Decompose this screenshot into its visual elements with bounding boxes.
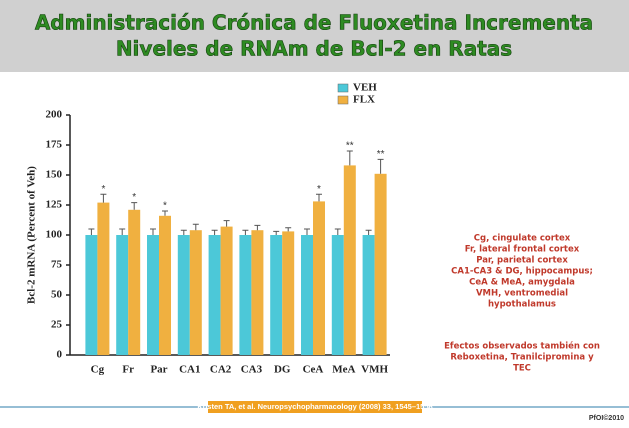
x-tick-label: VMH [361, 364, 388, 376]
y-axis-label: Bcl-2 mRNA (Percent of Veh) [26, 166, 38, 304]
bar [159, 215, 171, 355]
bar [220, 226, 233, 355]
error-bar [365, 229, 372, 235]
y-tick-label: 75 [51, 259, 63, 271]
significance: * [163, 201, 167, 212]
y-tick-label: 25 [51, 319, 63, 331]
bar [362, 235, 375, 355]
effect-line: Efectos observados también con [444, 341, 600, 352]
bar [116, 235, 129, 355]
bar [343, 165, 356, 355]
legend-label: VEH [353, 82, 377, 94]
citation-box [208, 401, 422, 413]
x-tick-label: DG [274, 364, 291, 376]
x-tick-label: MeA [332, 364, 355, 376]
bar [374, 173, 387, 355]
bar [282, 231, 295, 355]
error-bar [254, 224, 261, 231]
error-bar [192, 223, 199, 231]
significance: ** [377, 149, 385, 160]
title-line: Niveles de RNAm de Bcl-2 en Ratas [116, 37, 512, 61]
significance: * [132, 192, 136, 203]
error-bar [162, 210, 168, 216]
error-bar [285, 227, 292, 232]
significance: ** [346, 141, 354, 152]
effect-line: Reboxetina, Tranilcipromina y [450, 353, 594, 363]
x-tick-label: Cg [91, 364, 105, 376]
x-tick-label: CeA [303, 364, 324, 376]
title-bar [0, 0, 629, 72]
error-bar [100, 193, 107, 203]
error-bar [242, 229, 249, 235]
x-tick-label: CA2 [210, 364, 232, 376]
note-line: Fr, lateral frontal cortex [465, 245, 580, 255]
bar [177, 235, 190, 355]
x-tick-label: CA3 [241, 364, 263, 376]
legend-swatch [337, 83, 349, 93]
error-bar [131, 202, 138, 210]
bar [128, 209, 141, 355]
bar [147, 235, 159, 355]
error-bar [316, 193, 322, 202]
title-line: Administración Crónica de Fluoxetina Inc… [35, 11, 593, 35]
y-tick-label: 50 [51, 289, 63, 301]
bar [85, 235, 98, 355]
bar [331, 235, 344, 355]
footer: PfOI©2010 [589, 414, 624, 422]
y-tick-label: 200 [46, 109, 63, 121]
legend-label: FLX [353, 94, 375, 106]
y-tick-label: 100 [46, 229, 63, 241]
note-line: Cg, cingulate cortex [474, 234, 571, 244]
error-bar [304, 228, 310, 235]
note-line: Par, parietal cortex [476, 256, 568, 266]
significance: * [101, 184, 105, 195]
bar [97, 202, 110, 355]
x-tick-label: Par [150, 364, 167, 376]
error-bar [211, 229, 218, 235]
bar [313, 201, 325, 355]
citation: Kosten TA, et al. Neuropsychopharmacolog… [197, 402, 432, 411]
error-bar [88, 228, 95, 235]
bar [208, 235, 221, 355]
effect-line: TEC [513, 364, 531, 374]
error-bar [273, 230, 280, 235]
y-tick-label: 0 [57, 349, 63, 361]
error-bar [346, 150, 353, 166]
significance: * [317, 184, 321, 195]
bar [239, 235, 252, 355]
note-line: VMH, ventromedial [476, 289, 568, 299]
legend-swatch [337, 95, 349, 105]
y-tick-label: 150 [46, 169, 63, 181]
bar [189, 230, 202, 355]
bar [251, 230, 264, 355]
y-tick-label: 125 [46, 199, 63, 211]
error-bar [377, 158, 384, 174]
note-line: CeA & MeA, amygdala [469, 278, 575, 288]
x-tick-label: CA1 [179, 364, 200, 376]
error-bar [223, 220, 230, 227]
error-bar [180, 229, 187, 235]
note-line: hypothalamus [488, 300, 556, 310]
error-bar [119, 228, 126, 235]
error-bar [150, 228, 156, 235]
error-bar [334, 228, 341, 235]
y-tick-label: 175 [46, 139, 63, 151]
bar [270, 235, 283, 355]
bar [301, 235, 313, 355]
note-line: CA1-CA3 & DG, hippocampus; [451, 267, 593, 277]
x-tick-label: Fr [122, 364, 134, 376]
